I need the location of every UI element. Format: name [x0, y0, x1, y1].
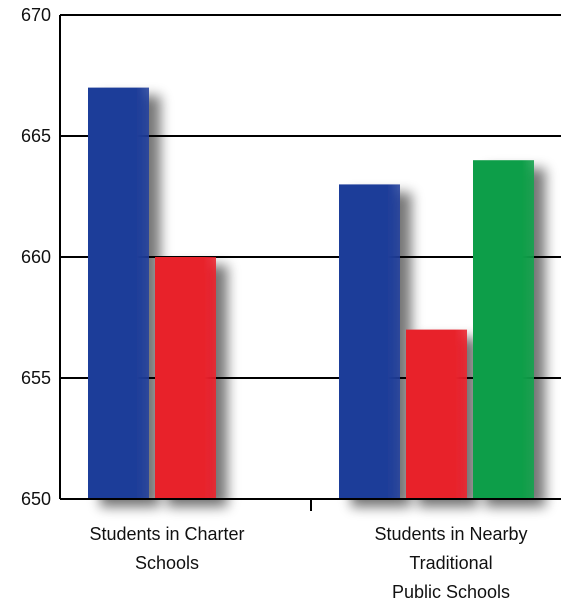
bar-series2-category1 [155, 257, 216, 499]
y-tick-label: 660 [21, 247, 51, 267]
y-tick-label: 655 [21, 368, 51, 388]
axes [59, 15, 561, 511]
bar-series3-category2 [473, 160, 534, 499]
bar-series1-category2 [339, 184, 400, 499]
bars [88, 87, 534, 499]
y-tick-label: 650 [21, 489, 51, 509]
bar-series1-category1 [88, 87, 149, 499]
category-label: Public Schools [392, 582, 510, 602]
category-label: Schools [135, 553, 199, 573]
x-category-labels: Students in Charter Schools Students in Ne… [89, 524, 527, 602]
y-tick-labels: 650 655 660 665 670 [21, 5, 51, 509]
bar-series2-category2 [406, 329, 467, 499]
category-label: Students in Charter [89, 524, 244, 544]
y-tick-label: 670 [21, 5, 51, 25]
category-label: Traditional [409, 553, 492, 573]
category-label: Students in Nearby [374, 524, 527, 544]
y-tick-label: 665 [21, 126, 51, 146]
